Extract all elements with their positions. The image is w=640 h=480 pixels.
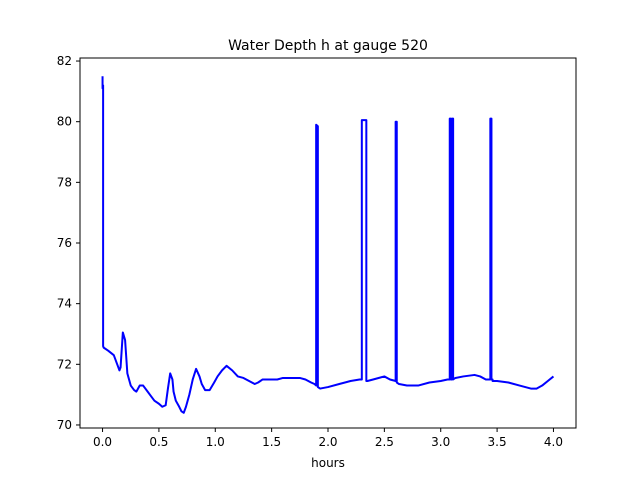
series-layer: [101, 76, 555, 414]
x-tick-label: 0.5: [149, 435, 168, 449]
x-tick-label: 0.0: [93, 435, 112, 449]
x-tick-label: 3.0: [431, 435, 450, 449]
ticks-layer: 0.0 0.5 1.0 1.5 2.0 2.5 3.0 3.5 4.0 70 72 74 76 78 80 8…: [57, 54, 563, 449]
x-tick-label: 4.0: [544, 435, 563, 449]
y-tick-label: 82: [57, 54, 72, 68]
y-tick-label: 80: [57, 115, 72, 129]
x-tick-label: 2.5: [375, 435, 394, 449]
series-line-0: [101, 76, 555, 414]
y-tick-label: 70: [57, 418, 72, 432]
chart-title: Water Depth h at gauge 520: [228, 38, 428, 54]
x-tick-label: 1.0: [206, 435, 225, 449]
y-tick-label: 72: [57, 357, 72, 371]
plot-background: [80, 58, 576, 428]
plot-frame: [79, 57, 577, 429]
y-tick-label: 74: [57, 297, 72, 311]
x-tick-label: 3.5: [488, 435, 507, 449]
y-tick-label: 76: [57, 236, 72, 250]
x-axis-label: hours: [311, 456, 345, 470]
x-tick-label: 1.5: [262, 435, 281, 449]
x-tick-label: 2.0: [318, 435, 337, 449]
y-tick-label: 78: [57, 175, 72, 189]
